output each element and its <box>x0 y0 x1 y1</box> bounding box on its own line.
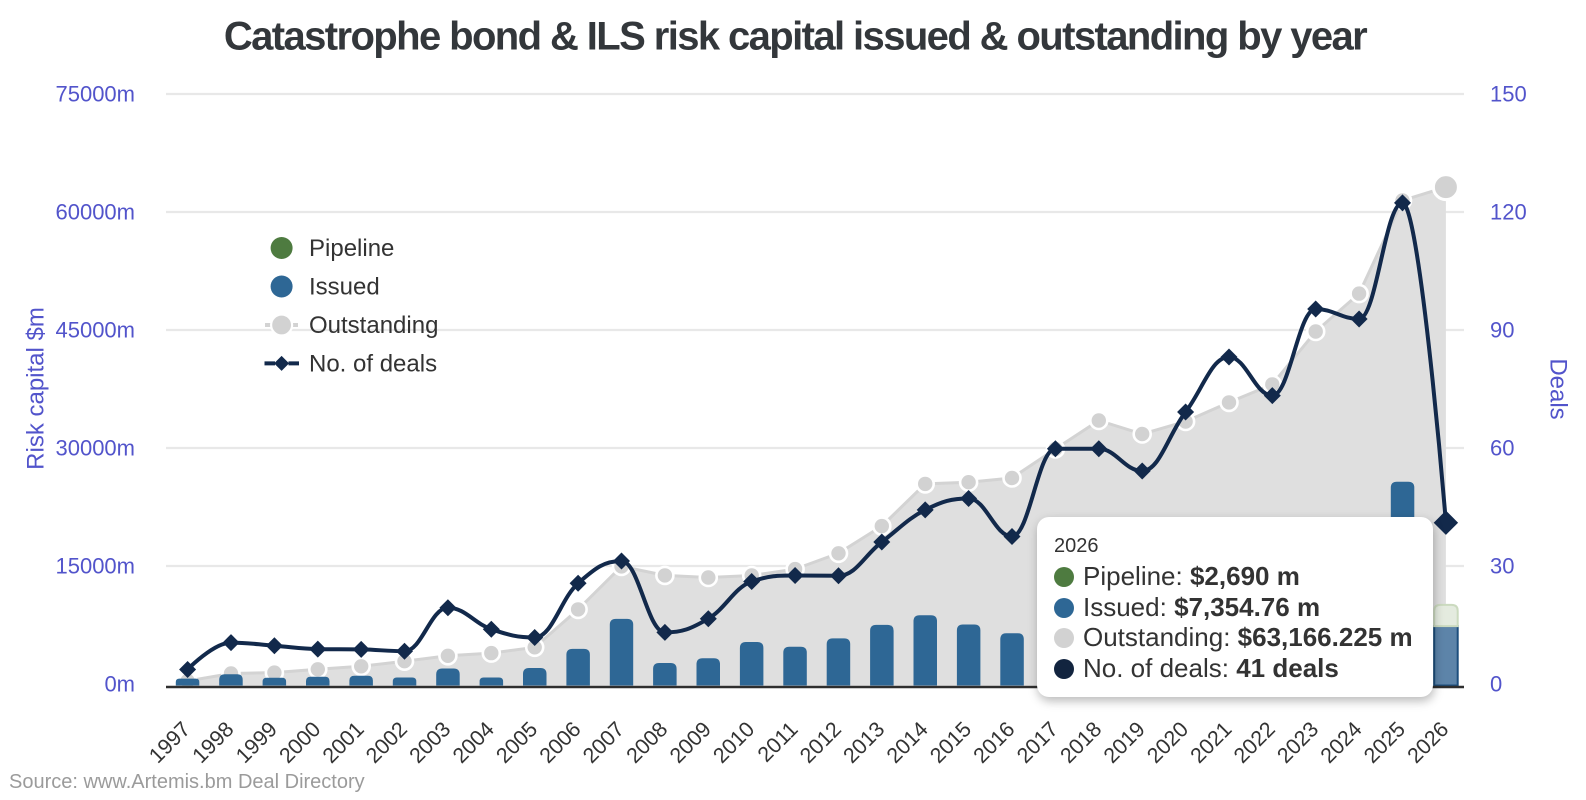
svg-text:Deals: Deals <box>1544 358 1571 419</box>
svg-text:60: 60 <box>1490 436 1514 461</box>
svg-text:2023: 2023 <box>1272 717 1323 768</box>
svg-text:Catastrophe bond & ILS risk ca: Catastrophe bond & ILS risk capital issu… <box>224 15 1367 59</box>
svg-text:2006: 2006 <box>535 717 586 768</box>
svg-text:1997: 1997 <box>144 717 195 768</box>
svg-text:Issued: Issued <box>309 274 380 301</box>
svg-text:Pipeline: Pipeline <box>309 235 394 262</box>
svg-text:0: 0 <box>1490 672 1502 697</box>
svg-text:2012: 2012 <box>795 717 846 768</box>
svg-text:2013: 2013 <box>839 717 890 768</box>
svg-text:2002: 2002 <box>361 717 412 768</box>
svg-text:2026: 2026 <box>1403 717 1454 768</box>
svg-text:2021: 2021 <box>1186 717 1237 768</box>
svg-text:2022: 2022 <box>1229 717 1280 768</box>
svg-text:2020: 2020 <box>1142 717 1193 768</box>
svg-text:Outstanding: Outstanding <box>309 312 438 339</box>
svg-text:2007: 2007 <box>578 717 629 768</box>
svg-text:15000m: 15000m <box>55 554 135 579</box>
svg-text:2005: 2005 <box>491 717 542 768</box>
svg-text:1998: 1998 <box>188 717 239 768</box>
svg-text:2011: 2011 <box>753 717 803 767</box>
svg-text:Source: www.Artemis.bm Deal Di: Source: www.Artemis.bm Deal Directory <box>9 771 365 793</box>
svg-text:2016: 2016 <box>969 717 1020 768</box>
svg-text:2018: 2018 <box>1056 717 1107 768</box>
svg-text:45000m: 45000m <box>55 318 135 343</box>
svg-text:2000: 2000 <box>275 717 326 768</box>
svg-text:2015: 2015 <box>925 717 976 768</box>
svg-text:60000m: 60000m <box>55 200 135 225</box>
svg-text:2024: 2024 <box>1316 717 1367 768</box>
svg-text:75000m: 75000m <box>55 82 135 107</box>
svg-text:2001: 2001 <box>318 717 369 768</box>
svg-text:2003: 2003 <box>405 717 456 768</box>
svg-text:120: 120 <box>1490 200 1527 225</box>
svg-text:150: 150 <box>1490 82 1527 107</box>
svg-text:1999: 1999 <box>231 717 282 768</box>
svg-text:2004: 2004 <box>448 717 499 768</box>
svg-text:90: 90 <box>1490 318 1514 343</box>
svg-text:30: 30 <box>1490 554 1514 579</box>
svg-text:2008: 2008 <box>622 717 673 768</box>
svg-text:2017: 2017 <box>1012 717 1063 768</box>
svg-text:30000m: 30000m <box>55 436 135 461</box>
svg-text:2019: 2019 <box>1099 717 1150 768</box>
svg-text:2014: 2014 <box>882 717 933 768</box>
svg-text:0m: 0m <box>104 672 135 697</box>
svg-text:Risk capital $m: Risk capital $m <box>22 307 49 470</box>
svg-text:2025: 2025 <box>1359 717 1410 768</box>
svg-text:2010: 2010 <box>708 717 759 768</box>
svg-text:2009: 2009 <box>665 717 716 768</box>
svg-text:No. of deals: No. of deals <box>309 350 437 377</box>
